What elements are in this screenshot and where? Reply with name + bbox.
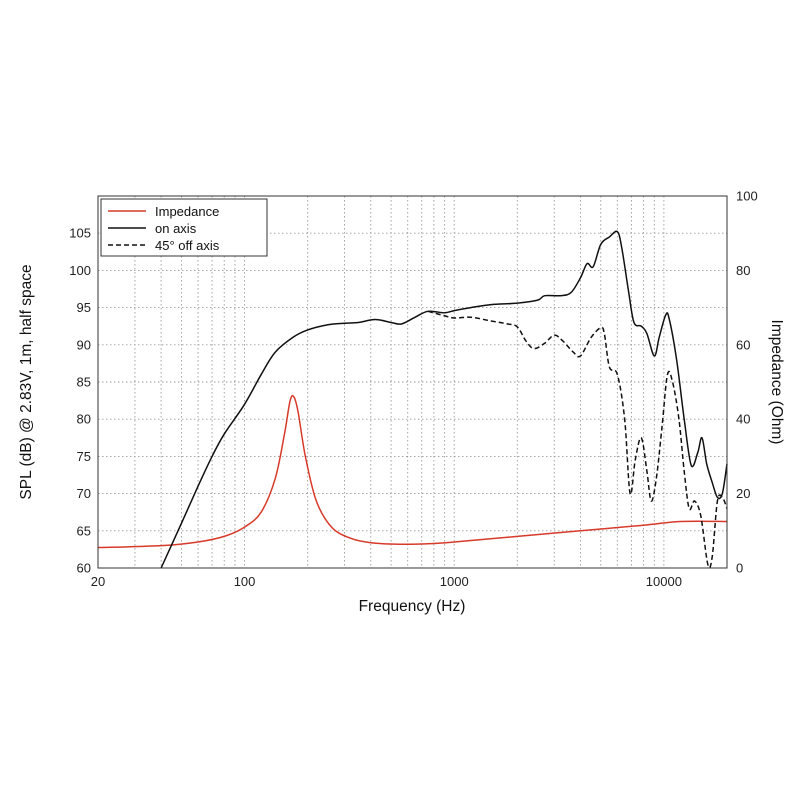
legend-label-off-axis: 45° off axis — [155, 238, 220, 253]
y-tick-label: 95 — [77, 300, 91, 315]
y-tick-label: 90 — [77, 337, 91, 352]
y2-tick-label: 100 — [736, 189, 758, 204]
off-axis-curve — [427, 310, 728, 569]
y-tick-label: 70 — [77, 486, 91, 501]
y-tick-label: 100 — [69, 263, 91, 278]
impedance-curve — [97, 394, 728, 549]
x-axis-label: Frequency (Hz) — [359, 598, 466, 615]
y-tick-label: 80 — [77, 412, 91, 427]
on-axis-curve — [160, 230, 728, 569]
y-tick-label: 60 — [77, 561, 91, 576]
x-tick-label: 100 — [234, 574, 256, 589]
y-tick-label: 65 — [77, 523, 91, 538]
legend-label-impedance: Impedance — [155, 204, 219, 219]
tick-labels: 20 100 1000 10000 60 65 70 75 80 85 90 95 100 105 0 20 4… — [69, 189, 757, 590]
series-layer — [97, 230, 728, 569]
y2-tick-label: 80 — [736, 263, 750, 278]
x-tick-label: 1000 — [440, 574, 469, 589]
x-tick-label: 10000 — [646, 574, 682, 589]
y2-tick-label: 40 — [736, 412, 750, 427]
x-tick-label: 20 — [91, 574, 105, 589]
y-tick-label: 75 — [77, 449, 91, 464]
legend-label-on-axis: on axis — [155, 221, 197, 236]
y2-tick-label: 0 — [736, 561, 743, 576]
plot-frame — [97, 195, 728, 569]
y-axis-label: SPL (dB) @ 2.83V, 1m, half space — [18, 264, 35, 499]
y2-tick-label: 60 — [736, 337, 750, 352]
legend: Impedance on axis 45° off axis — [100, 198, 268, 257]
y-tick-label: 105 — [69, 226, 91, 241]
y-tick-label: 85 — [77, 375, 91, 390]
y2-axis-label: Impedance (Ohm) — [768, 320, 785, 445]
y2-tick-label: 20 — [736, 486, 750, 501]
